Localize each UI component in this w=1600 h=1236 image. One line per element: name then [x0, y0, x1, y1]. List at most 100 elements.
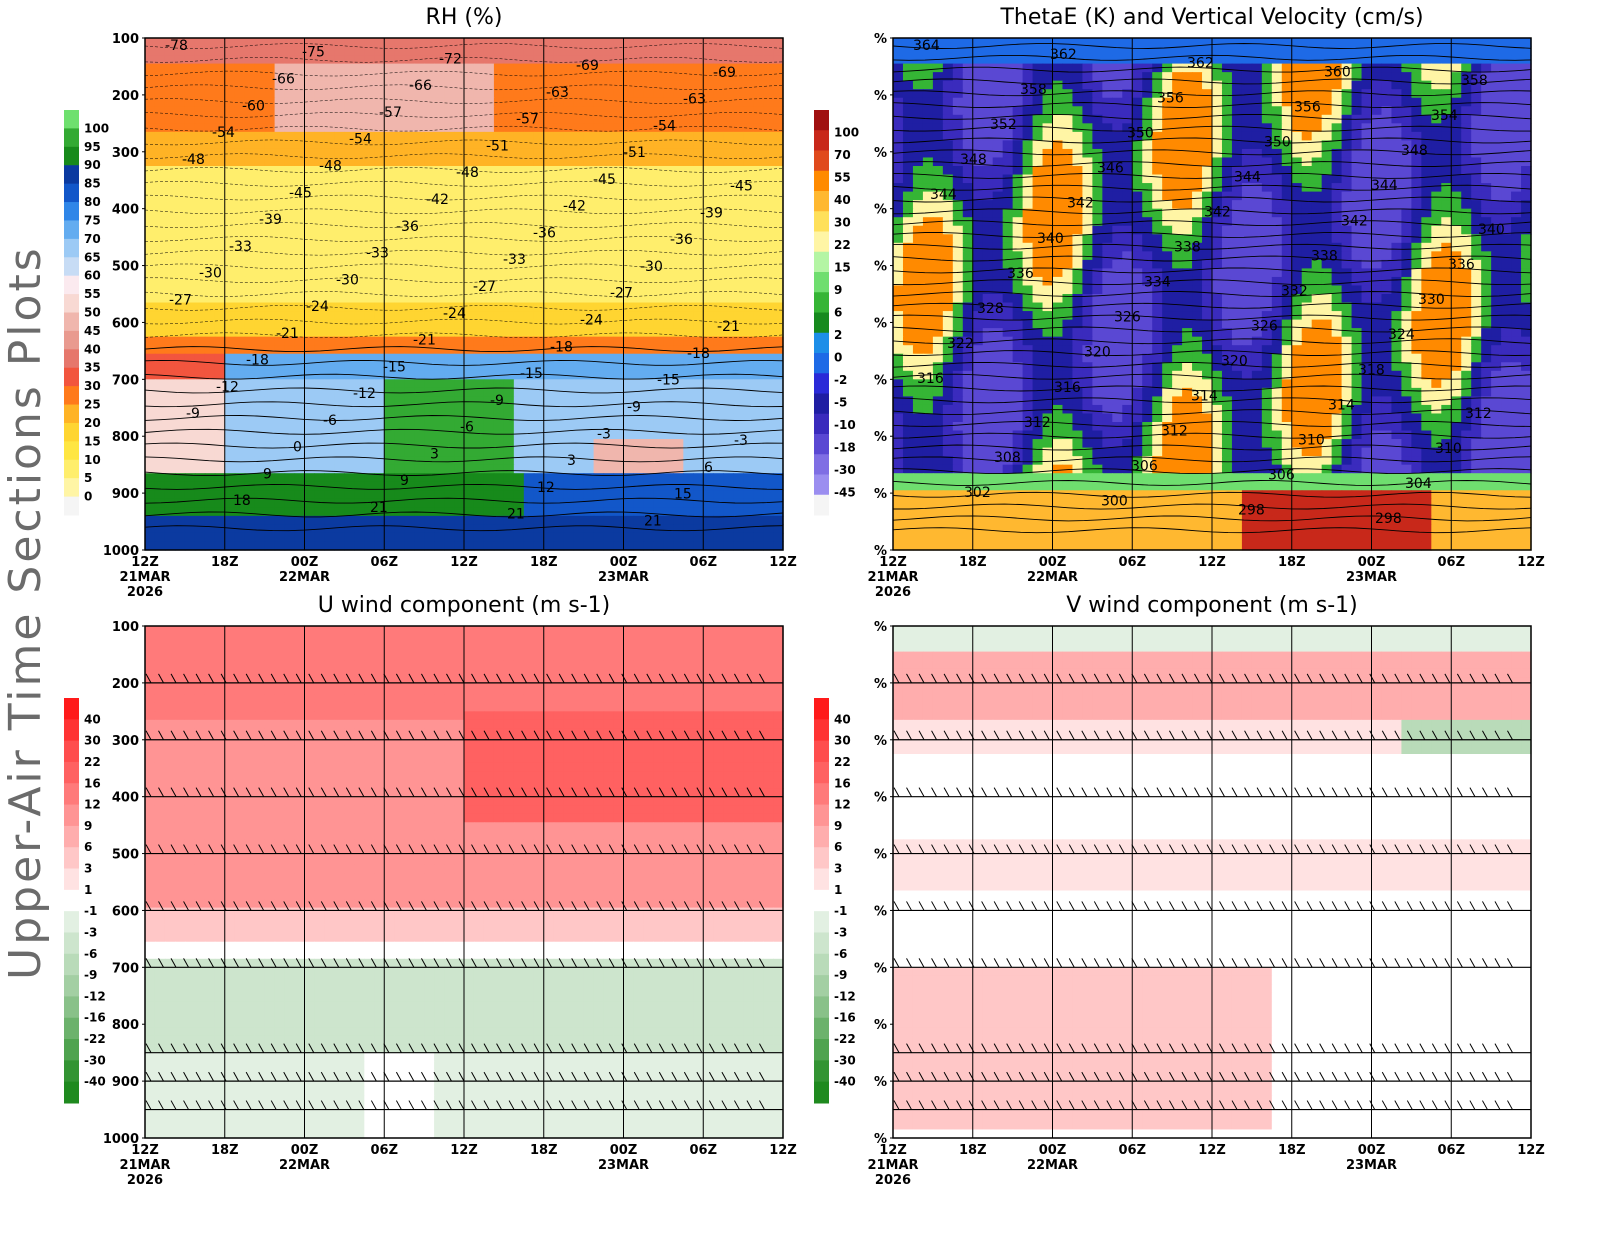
- field-cell: [384, 242, 395, 252]
- field-cell: [164, 302, 176, 312]
- field-cell: [314, 541, 326, 551]
- field-cell: [1152, 38, 1163, 48]
- field-cell: [304, 541, 316, 551]
- field-cell: [643, 38, 655, 48]
- field-cell: [1241, 97, 1253, 107]
- field-cell: [643, 46, 655, 56]
- field-cell: [643, 481, 655, 491]
- field-cell: [414, 370, 425, 380]
- field-cell: [1371, 140, 1383, 150]
- field-cell: [1052, 157, 1064, 167]
- field-cell: [583, 422, 595, 432]
- field-cell: [553, 38, 565, 48]
- field-cell: [1271, 114, 1283, 124]
- field-cell: [204, 515, 216, 525]
- field-cell: [763, 183, 774, 193]
- field-cell: [394, 285, 405, 295]
- field-cell: [274, 183, 286, 193]
- field-cell: [1082, 38, 1093, 48]
- field-cell: [444, 268, 455, 278]
- field-cell: [424, 515, 435, 525]
- field-cell: [523, 217, 535, 227]
- field-cell: [274, 106, 286, 116]
- field-cell: [503, 456, 515, 466]
- field-cell: [284, 174, 296, 184]
- field-cell: [204, 294, 216, 304]
- field-cell: [513, 311, 525, 321]
- field-cell: [464, 200, 475, 210]
- field-cell: [1172, 55, 1183, 65]
- field-cell: [563, 328, 575, 338]
- field-cell: [573, 439, 585, 449]
- field-cell: [663, 490, 674, 500]
- field-cell: [234, 541, 246, 551]
- field-cell: [743, 157, 754, 167]
- field-cell: [952, 55, 964, 65]
- field-cell: [184, 490, 196, 500]
- field-cell: [454, 174, 465, 184]
- field-cell: [653, 148, 664, 159]
- field-cell: [663, 268, 674, 278]
- field-cell: [174, 38, 186, 48]
- field-cell: [364, 507, 375, 517]
- field-cell: [324, 532, 336, 543]
- field-cell: [743, 148, 754, 159]
- field-cell: [912, 131, 924, 141]
- field-cell: [234, 473, 246, 483]
- field-cell: [513, 89, 525, 99]
- field-cell: [533, 72, 545, 82]
- field-cell: [1341, 140, 1353, 150]
- field-cell: [354, 140, 365, 150]
- field-cell: [623, 430, 635, 440]
- field-cell: [643, 80, 655, 90]
- field-cell: [533, 413, 545, 423]
- field-cell: [693, 515, 704, 525]
- field-cell: [234, 38, 246, 48]
- colorbar-swatch: [64, 349, 79, 369]
- field-cell: [414, 276, 425, 287]
- field-cell: [483, 404, 495, 415]
- field-cell: [683, 319, 694, 329]
- field-cell: [174, 490, 186, 500]
- field-cell: [374, 140, 385, 150]
- field-cell: [673, 114, 684, 124]
- field-cell: [563, 63, 575, 73]
- field-cell: [1521, 148, 1532, 159]
- field-cell: [523, 80, 535, 90]
- field-cell: [1142, 55, 1153, 65]
- field-cell: [743, 63, 754, 73]
- field-cell: [304, 89, 316, 99]
- field-cell: [1321, 131, 1333, 141]
- field-cell: [982, 63, 994, 73]
- field-cell: [493, 268, 505, 278]
- field-cell: [1441, 63, 1452, 73]
- field-cell: [613, 225, 625, 235]
- field-cell: [513, 183, 525, 193]
- contour-line: [144, 57, 784, 63]
- field-cell: [284, 166, 296, 176]
- field-cell: [145, 174, 156, 184]
- field-cell: [763, 106, 774, 116]
- field-cell: [194, 524, 206, 534]
- field-cell: [284, 541, 296, 551]
- field-cell: [1321, 123, 1333, 133]
- field-cell: [593, 63, 605, 73]
- field-cell: [623, 490, 635, 500]
- field-cell: [503, 63, 515, 73]
- field-cell: [154, 336, 166, 346]
- field-cell: [643, 276, 655, 287]
- field-cell: [603, 336, 615, 346]
- field-cell: [284, 259, 296, 269]
- field-cell: [284, 140, 296, 150]
- field-cell: [414, 191, 425, 201]
- field-cell: [763, 404, 774, 415]
- field-cell: [324, 63, 336, 73]
- field-cell: [204, 447, 216, 457]
- field-cell: [1461, 106, 1472, 116]
- field-cell: [523, 328, 535, 338]
- contour-label: -57: [379, 105, 402, 121]
- field-cell: [593, 515, 605, 525]
- field-cell: [893, 148, 904, 159]
- field-cell: [553, 353, 565, 363]
- field-cell: [1291, 157, 1303, 167]
